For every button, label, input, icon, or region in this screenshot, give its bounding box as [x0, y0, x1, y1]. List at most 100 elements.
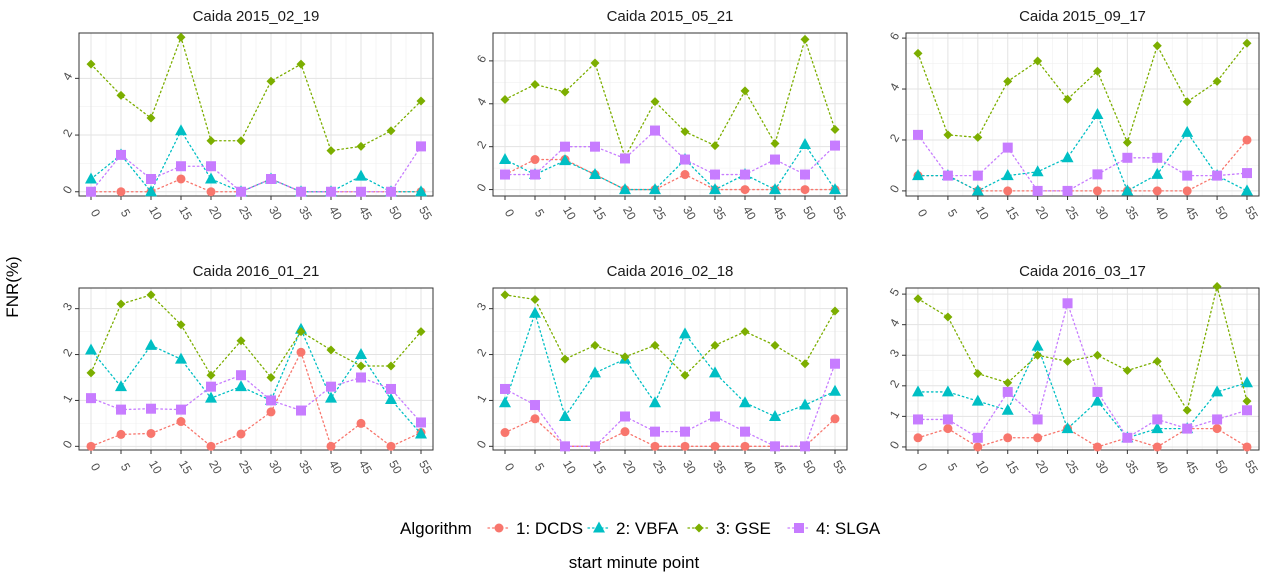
data-point [236, 370, 246, 381]
data-point [1091, 108, 1104, 119]
data-point [530, 79, 540, 89]
data-point [710, 169, 720, 180]
legend-label: 4: SLGA [816, 519, 881, 538]
data-point [680, 154, 690, 165]
data-point [710, 141, 720, 151]
panel-title: Caida 2015_02_19 [193, 8, 320, 25]
x-tick-label: 30 [680, 458, 699, 477]
data-point [740, 327, 750, 337]
x-tick-label: 55 [830, 458, 849, 477]
data-point [356, 372, 366, 383]
panel-border [492, 32, 848, 197]
data-point [943, 130, 953, 140]
y-axis-title: FNR(%) [3, 256, 22, 317]
data-point [1212, 424, 1222, 434]
legend-entry-3-gse: 3: GSE [687, 519, 771, 538]
data-point [415, 427, 427, 439]
data-point [913, 129, 923, 140]
data-point [913, 433, 923, 443]
x-tick-label: 15 [176, 204, 195, 223]
data-point [1092, 350, 1102, 360]
data-point [146, 113, 156, 123]
series-3-gse [86, 290, 426, 382]
x-tick-label: 30 [1093, 458, 1112, 477]
series-line [90, 350, 422, 448]
data-point [86, 368, 96, 378]
legend-label: 2: VBFA [616, 519, 679, 538]
data-point [1152, 442, 1162, 452]
data-point [590, 141, 600, 152]
x-tick-label: 45 [1182, 204, 1201, 223]
panel-title: Caida 2015_09_17 [1019, 8, 1146, 25]
data-point [913, 294, 923, 304]
data-point [1182, 405, 1192, 415]
data-point [356, 186, 366, 197]
series-line [90, 294, 422, 379]
series-3-gse [913, 281, 1252, 415]
x-tick-label: 30 [266, 204, 285, 223]
data-point [799, 138, 811, 150]
data-point [560, 141, 570, 152]
data-point [913, 48, 923, 58]
series-4-slga [86, 141, 426, 197]
data-point [116, 187, 126, 197]
data-point [1062, 185, 1073, 196]
x-tick-label: 15 [590, 458, 609, 477]
x-tick-label: 25 [1063, 204, 1082, 223]
data-point [740, 426, 750, 437]
data-point [740, 86, 750, 96]
data-point [830, 125, 840, 135]
data-point [416, 417, 426, 428]
data-point [1122, 138, 1132, 148]
data-point [620, 153, 630, 164]
data-point [1152, 414, 1163, 425]
data-point [973, 369, 983, 379]
data-point [116, 90, 126, 100]
data-point [589, 366, 601, 378]
data-point [620, 427, 630, 437]
x-tick-label: 50 [800, 204, 819, 223]
series-line [90, 145, 422, 193]
data-point [176, 174, 186, 184]
data-point [116, 404, 126, 415]
x-tick-label: 30 [266, 458, 285, 477]
data-point [1212, 76, 1222, 86]
x-tick-label: 55 [1242, 458, 1261, 477]
data-point [266, 372, 276, 382]
data-point [830, 306, 840, 316]
data-point [800, 359, 810, 369]
legend: Algorithm 1: DCDS 2: VBFA 3: GSE 4: SLGA [400, 519, 881, 538]
data-point [296, 405, 306, 416]
data-point [1212, 170, 1223, 181]
x-tick-label: 45 [356, 204, 375, 223]
data-point [1181, 125, 1194, 137]
data-point [971, 394, 984, 406]
data-point [326, 186, 336, 197]
data-point [500, 169, 510, 180]
data-point [326, 345, 336, 355]
data-point [116, 429, 126, 439]
data-point [740, 441, 750, 451]
data-point [1032, 185, 1043, 196]
data-point [499, 153, 511, 165]
data-point [1212, 414, 1223, 425]
series-line [90, 327, 422, 435]
data-point [1241, 376, 1253, 388]
data-point [1242, 135, 1252, 145]
x-tick-label: 15 [590, 204, 609, 223]
data-point [296, 347, 306, 357]
data-point [1031, 165, 1044, 177]
x-tick-label: 40 [1152, 458, 1171, 477]
data-point [800, 169, 810, 180]
data-point [1031, 339, 1044, 351]
legend-label: 3: GSE [716, 519, 771, 538]
data-point [1062, 298, 1073, 309]
data-point [1211, 385, 1224, 397]
data-point [650, 340, 660, 350]
x-tick-label: 35 [710, 204, 729, 223]
data-point [146, 403, 156, 414]
data-point [972, 170, 983, 181]
x-tick-label: 35 [1122, 458, 1141, 477]
